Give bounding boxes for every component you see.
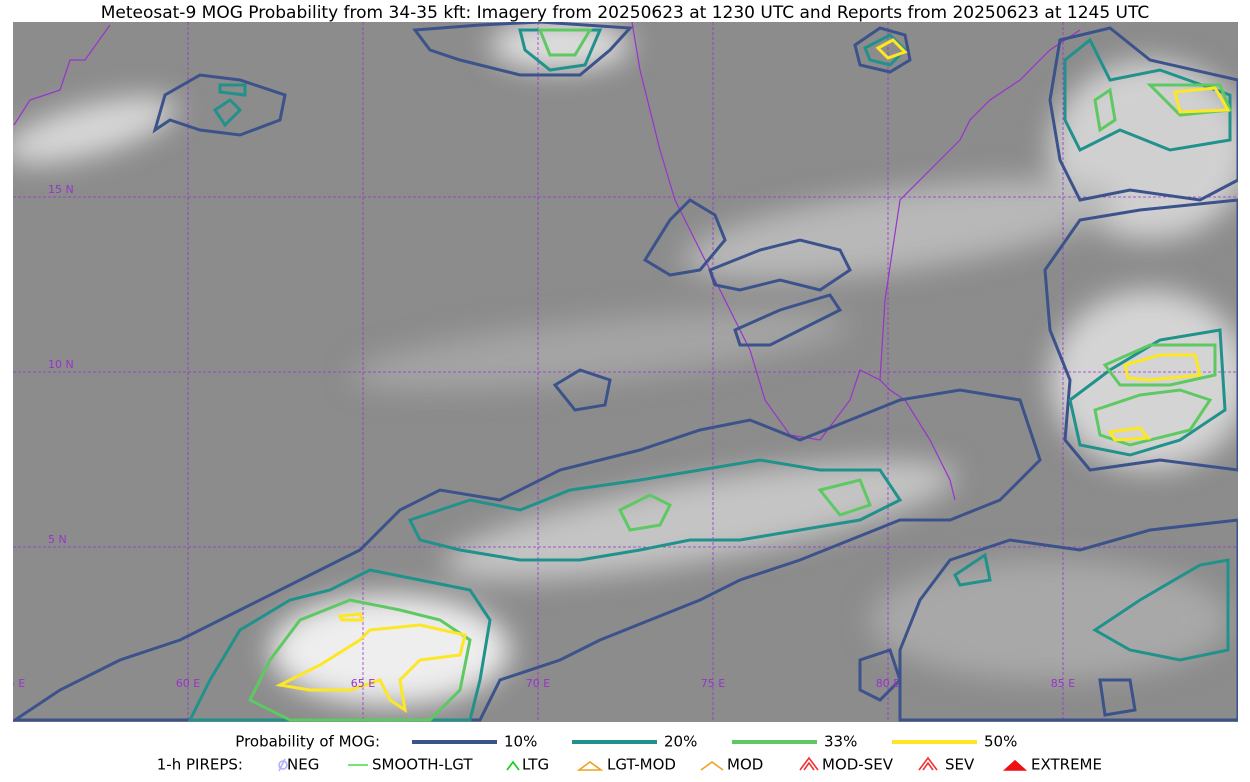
pirep-symbol [799, 756, 819, 771]
legend-item: 10% [504, 733, 537, 751]
legend-item: 50% [984, 733, 1017, 751]
pirep-symbol [278, 758, 288, 772]
legend-item: LTG [522, 756, 549, 774]
lat-label: 5 N [48, 533, 67, 546]
lon-label: 60 E [176, 677, 200, 690]
lon-label: 65 E [351, 677, 375, 690]
map: 55 E 60 E 65 E 70 E 75 E 80 E 85 E 15 N 10 N 5 N [1, 22, 1238, 722]
legend-label: 1-h PIREPS: [157, 756, 243, 774]
legend-item: EXTREME [1031, 756, 1102, 774]
clouds [13, 22, 1238, 705]
lat-label: 10 N [48, 358, 74, 371]
legend: Probability of MOG: 10% 20% 33% 50% 1-h PIREP… [157, 733, 1102, 774]
legend-item: MOD-SEV [822, 756, 894, 774]
legend-item: SMOOTH-LGT [372, 756, 473, 774]
pirep-symbol [918, 756, 938, 771]
lon-label: 80 E [876, 677, 900, 690]
legend-item: 20% [664, 733, 697, 751]
lon-label: 55 E [1, 677, 25, 690]
title: Meteosat-9 MOG Probability from 34-35 kf… [101, 3, 1150, 23]
legend-item: MOD [727, 756, 763, 774]
pirep-symbol [1002, 759, 1028, 771]
contours [13, 22, 1238, 722]
legend-item: 33% [824, 733, 857, 751]
legend-label: Probability of MOG: [235, 733, 380, 751]
pirep-symbol [506, 760, 520, 771]
legend-item: SEV [945, 756, 975, 774]
legend-item: NEG [287, 756, 319, 774]
lon-label: 70 E [526, 677, 550, 690]
pirep-symbol [576, 761, 604, 771]
lat-label: 15 N [48, 183, 74, 196]
lon-label: 85 E [1051, 677, 1075, 690]
pirep-symbol [700, 761, 724, 771]
lon-label: 75 E [701, 677, 725, 690]
graticule-labels: 55 E 60 E 65 E 70 E 75 E 80 E 85 E 15 N 10 N 5 N [1, 183, 1075, 690]
graticule [13, 22, 1238, 722]
legend-item: LGT-MOD [607, 756, 676, 774]
